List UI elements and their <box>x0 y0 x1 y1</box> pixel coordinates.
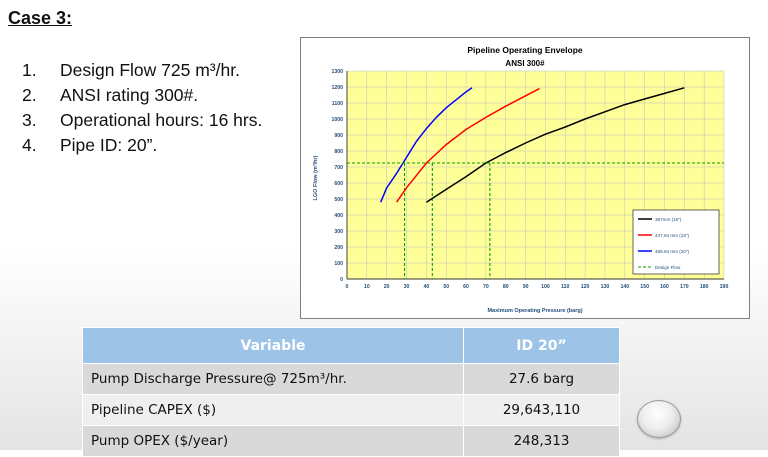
table-row: Pump OPEX ($/year) 248,313 <box>82 425 620 457</box>
case-title: Case 3: <box>8 8 73 28</box>
list-text: ANSI rating 300#. <box>60 85 199 105</box>
y-tick-label: 0 <box>340 277 343 283</box>
list-number: 1. <box>22 60 37 80</box>
operating-envelope-chart: Pipeline Operating Envelope ANSI 300# 0 1… <box>312 45 728 314</box>
x-tick-label: 120 <box>581 284 590 290</box>
x-tick-label: 150 <box>640 284 649 290</box>
list-text: Design Flow 725 m³/hr. <box>60 60 240 80</box>
results-table: Variable ID 20” Pump Discharge Pressure@… <box>82 327 620 457</box>
series-line <box>395 87 540 203</box>
series-line <box>380 87 473 203</box>
x-axis-label: Maximum Operating Pressure (barg) <box>487 308 582 314</box>
chart-subtitle: ANSI 300# <box>505 59 545 68</box>
x-tick-label: 100 <box>541 284 550 290</box>
y-tick-label: 100 <box>334 261 343 267</box>
y-tick-label: 500 <box>334 197 343 203</box>
legend-label: Design Flow <box>655 265 681 270</box>
x-tick-label: 110 <box>561 284 569 290</box>
x-tick-label: 180 <box>700 284 709 290</box>
table-cell-variable: Pipeline CAPEX ($) <box>82 394 464 426</box>
x-tick-label: 30 <box>404 284 410 290</box>
list-item: 2. ANSI rating 300#. <box>22 83 262 108</box>
glass-orb-icon <box>637 400 681 438</box>
legend-box <box>632 209 720 275</box>
y-axis-label: LGO Flow (m³/hr) <box>312 155 319 200</box>
legend: 387mm (16") 437.94 mm (18") 488.94 mm (20"… <box>632 209 720 275</box>
x-tick-label: 0 <box>346 284 349 290</box>
x-tick-label: 130 <box>601 284 610 290</box>
table-row: Pump Discharge Pressure@ 725m³/hr. 27.6 … <box>82 363 620 395</box>
requirements-list: 1. Design Flow 725 m³/hr. 2. ANSI rating 3… <box>22 58 262 158</box>
list-text: Operational hours: 16 hrs. <box>60 110 263 130</box>
x-tick-label: 80 <box>503 284 509 290</box>
y-tick-label: 300 <box>334 229 343 235</box>
x-tick-label: 70 <box>483 284 489 290</box>
legend-label: 437.94 mm (18") <box>655 233 690 238</box>
table-cell-variable: Pump Discharge Pressure@ 725m³/hr. <box>82 363 464 395</box>
list-item: 4. Pipe ID: 20”. <box>22 133 262 158</box>
y-tick-label: 700 <box>334 165 343 171</box>
x-tick-label: 60 <box>463 284 469 290</box>
table-cell-variable: Pump OPEX ($/year) <box>82 425 464 457</box>
table-header-row: Variable ID 20” <box>82 327 620 364</box>
series-line <box>425 87 685 203</box>
y-tick-label: 400 <box>334 213 343 219</box>
x-tick-label: 140 <box>620 284 629 290</box>
y-tick-label: 1100 <box>332 101 343 107</box>
list-number: 4. <box>22 135 37 155</box>
table-header-variable: Variable <box>82 327 464 364</box>
table-cell-value: 29,643,110 <box>463 394 620 426</box>
y-tick-label: 800 <box>334 149 343 155</box>
x-tick-label: 20 <box>384 284 390 290</box>
x-tick-label: 190 <box>720 284 729 290</box>
legend-label: 488.94 mm (20") <box>655 249 690 254</box>
chart-title: Pipeline Operating Envelope <box>467 45 583 55</box>
y-tick-label: 600 <box>334 181 343 187</box>
y-tick-label: 200 <box>334 245 343 251</box>
x-tick-label: 160 <box>660 284 669 290</box>
table-cell-value: 248,313 <box>463 425 620 457</box>
legend-label: 387mm (16") <box>655 217 682 222</box>
x-tick-label: 50 <box>443 284 449 290</box>
x-tick-label: 40 <box>423 284 429 290</box>
table-header-id20: ID 20” <box>463 327 620 364</box>
list-text: Pipe ID: 20”. <box>60 135 158 155</box>
list-number: 3. <box>22 110 37 130</box>
x-tick-label: 10 <box>364 284 370 290</box>
axes: 0 10 20 30 40 50 60 70 80 90 100 110 120 130 140 150 160… <box>331 69 728 290</box>
y-tick-label: 1000 <box>331 117 343 123</box>
list-number: 2. <box>22 85 37 105</box>
y-tick-label: 1300 <box>331 69 343 75</box>
table-row: Pipeline CAPEX ($) 29,643,110 <box>82 394 620 426</box>
list-item: 3. Operational hours: 16 hrs. <box>22 108 262 133</box>
table-cell-value: 27.6 barg <box>463 363 620 395</box>
x-tick-label: 170 <box>680 284 689 290</box>
chart-frame: Pipeline Operating Envelope ANSI 300# 0 1… <box>300 37 750 319</box>
x-tick-label: 90 <box>523 284 529 290</box>
list-item: 1. Design Flow 725 m³/hr. <box>22 58 262 83</box>
y-tick-label: 900 <box>334 133 343 139</box>
series-layer <box>347 87 724 279</box>
y-tick-label: 1200 <box>331 85 343 91</box>
